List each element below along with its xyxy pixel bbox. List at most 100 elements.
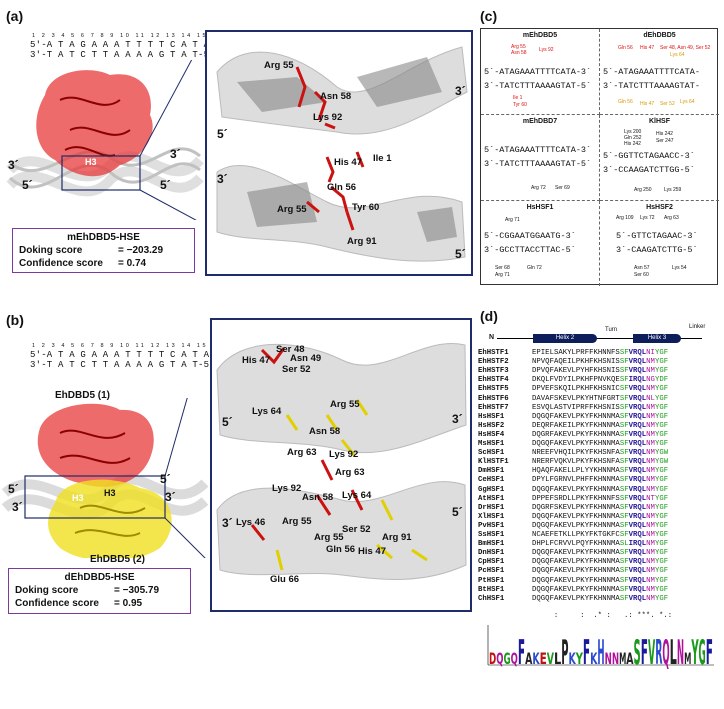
sequence-residues: DPYLFGRNVLPHFFKHNNMASFVRQLNMYGF — [532, 476, 669, 485]
annotation: Arg 63 — [664, 215, 679, 221]
cell-mEhDBD5: mEhDBD5 Arg 55 Asn 58 Lys 92 5´-ATAGAAAT… — [481, 29, 600, 115]
alignment-row: EhHSTF2 NPVQFAQEILPKHFKHSNISSFVRQLNMYGF — [478, 358, 668, 367]
residue-label: Gln 56 — [326, 544, 356, 555]
logo-letter: A — [525, 649, 533, 668]
alignment-row: SsHSF1 NCAEFETKLLPKYFKTGKFCSFVRQLNMYGF — [478, 531, 668, 540]
docking-label: Doking score — [15, 585, 79, 596]
confidence-value: = 0.74 — [118, 258, 147, 269]
residue-label: Asn 58 — [309, 426, 341, 437]
sequence-residues: DQGQFAKEVLPKYFKHNNMASFVRQLNMYGF — [532, 512, 669, 521]
panel-a-end: 5´ — [22, 178, 33, 192]
logo-letter: F — [641, 633, 648, 671]
annotation: Arg 55 — [511, 44, 526, 50]
residue-label: Lys 92 — [272, 483, 302, 494]
turn-label: Turn — [605, 327, 618, 333]
logo-letter: Y — [575, 649, 583, 668]
annotation: His 242 — [624, 141, 641, 147]
annotation: Arg 109 — [616, 215, 634, 221]
annotation: Asn 57 — [634, 265, 650, 271]
panel-b-end: 3´ — [12, 500, 23, 514]
residue-label: His 47 — [242, 355, 270, 366]
logo-letter: E — [540, 649, 547, 668]
residue-label: Ser 52 — [282, 364, 311, 375]
residue-label: Gln 56 — [327, 182, 357, 193]
annotation: Ser 48, Asn 49, Ser 52 — [660, 45, 711, 51]
docking-value: = −305.79 — [114, 585, 160, 596]
logo-letter: K — [590, 649, 598, 668]
panel-d-label: (d) — [480, 308, 498, 324]
residue-label: Asn 58 — [302, 492, 334, 503]
zoom-region-box — [61, 155, 141, 191]
zoom-a-surfaces — [216, 46, 468, 262]
residue-label: Tyr 60 — [352, 202, 380, 213]
sequence-name: MsHSF1 — [478, 440, 505, 448]
logo-letter: R — [655, 633, 662, 671]
residue-label: Arg 55 — [314, 532, 344, 543]
annotation: Arg 71 — [495, 272, 510, 278]
sequence-name: DmHSF1 — [478, 467, 505, 476]
sequence-name: HsHSF1 — [478, 412, 505, 421]
dna-seq: 3´-TATCTTTAAAAGTAT-5´ — [484, 81, 592, 91]
residue-label: Lys 92 — [329, 449, 359, 460]
annotation: Lys 64 — [670, 52, 685, 58]
panel-a-numbering: 1 2 3 4 5 6 7 8 9 10 11 12 13 14 15 16 — [32, 33, 224, 39]
alignment-row: MsHSF1 DQGQFAKEVLPKYFKHNNMASFVRQLNMYGF — [478, 440, 668, 449]
residue-label: Asn 58 — [320, 91, 352, 102]
sequence-residues: NRERFVQKVLPKYFKHSNFASFVRQLNMYGW — [532, 458, 669, 467]
sequence-residues: DPVQFAKEVLPYHFKHSNISSFVRQLNMYGF — [532, 367, 669, 376]
panel-a-seq-bot: 3'-T A T C T T A A A A G T A T-5' — [30, 50, 215, 60]
annotation: Gln 56 — [618, 45, 633, 51]
alignment-row: XlHSF1 DQGQFAKEVLPKYFKHNNMASFVRQLNMYGF — [478, 513, 668, 522]
panel-a-complex-structure — [6, 60, 204, 220]
panel-b-seq-top: 5'-A T A G A A A T T T T C A T A-3' — [30, 350, 227, 360]
zoom-end: 5´ — [455, 247, 466, 261]
dna-seq: 3´-CCAAGATCTTGG-5´ — [603, 165, 695, 175]
cell-KlHSF: KlHSF Lys 200 Gln 252 His 242 His 242 Se… — [600, 115, 719, 201]
annotation: Arg 250 — [634, 187, 652, 193]
dna-seq: 5´-GGTTCTAGAACC-3´ — [603, 151, 695, 161]
alignment-row: HsHSF2 DEQRFAKEILPKYFKHNNMASFVRQLNMYGF — [478, 422, 668, 431]
annotation: Arg 71 — [505, 217, 520, 223]
helix-3-bar: Helix 3 — [633, 334, 681, 343]
annotation: Gln 72 — [527, 265, 542, 271]
logo-letter: K — [532, 649, 540, 668]
dna-seq: 5´-ATAGAAATTTTCATA- — [603, 67, 700, 77]
sequence-name: XlHSF1 — [478, 512, 505, 521]
cell-HsHSF2: HsHSF2 Arg 109 Lys 72 Arg 63 5´-GTTCTAGA… — [616, 204, 698, 278]
residue-label: Arg 55 — [282, 516, 312, 527]
zoom-end: 3´ — [217, 172, 228, 186]
alignment-row: EhHSTF1 EPIELSAKYLPRFFKHNNFSSFVRQLNIYGF — [478, 349, 668, 358]
sequence-residues: DQGRFSKEVLPKYFKHNNMASFVRQLNMYGF — [532, 503, 669, 512]
panel-a-end: 3´ — [8, 158, 19, 172]
residue-label: Ser 48 — [276, 344, 305, 355]
consensus-line: : : .* : .: ***. *.: — [532, 612, 673, 620]
annotation: Lys 259 — [664, 187, 682, 193]
logo-letter: N — [677, 633, 684, 671]
confidence-value: = 0.95 — [114, 598, 143, 609]
logo-letter: L — [670, 633, 677, 671]
sequence-residues: DQGQFAKEVLPKYFKHNNMASFVRQLNMYGF — [532, 521, 669, 530]
residue-label: Asn 49 — [290, 353, 322, 364]
sequence-name: EhHSTF3 — [478, 367, 509, 376]
residue-label: Arg 91 — [382, 532, 412, 543]
alignment-row: EhHSTF7 ESVQLASTVIPRFFKHSNISSFVRQLNMYGF — [478, 404, 668, 413]
annotation: Tyr 60 — [513, 102, 527, 108]
dna-seq: 5´-GTTCTAGAAC-3´ — [616, 231, 698, 241]
zoom-b-surfaces — [216, 343, 467, 580]
logo-letter: Q — [511, 649, 518, 668]
dna-seq: 5´-CGGAATGGAATG-3´ — [484, 231, 576, 241]
residue-label: Lys 64 — [342, 490, 372, 501]
logo-letter: Y — [691, 633, 699, 671]
sequence-name: CeHSF1 — [478, 476, 505, 485]
residue-label: Arg 91 — [347, 236, 377, 247]
logo-letter: G — [699, 633, 706, 671]
confidence-label: Confidence score — [15, 598, 99, 609]
sequence-name: HsHSF2 — [478, 421, 505, 430]
chain-2-label: EhDBD5 (2) — [90, 554, 146, 565]
annotation: Ser 68 — [495, 265, 510, 271]
sequence-residues: DQGQFAKEVLPKYFKHNNMASFVRQLNMYGF — [532, 549, 669, 558]
alignment-row: ChHSF1 DQGQFAKEVLPKYFKHNNMASFVRQLNMYGF — [478, 595, 668, 604]
alignment-row: CpHSF1 DQGQFAKEVLPKYFKHNNMASFVRQLNMYGF — [478, 558, 668, 567]
helix-label-2: H3 — [104, 488, 116, 498]
sequence-name: DrHSF1 — [478, 503, 505, 512]
